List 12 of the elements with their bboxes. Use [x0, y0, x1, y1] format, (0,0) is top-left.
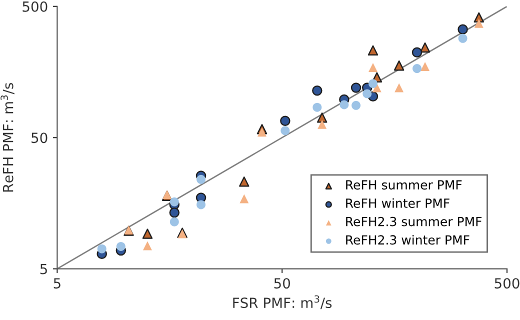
y-axis-title: ReFH PMF: m$^{3}$/s	[0, 83, 14, 192]
y-tick-label: 50	[32, 132, 48, 144]
y-tick-label: 5	[40, 264, 47, 274]
x-axis-title: FSR PMF: m$^{3}$/s	[233, 295, 332, 310]
legend-label: ReFH summer PMF	[346, 180, 462, 190]
legend-label: ReFH2.3 summer PMF	[346, 216, 482, 226]
x-tick-label: 5	[54, 278, 60, 289]
x-tick-label: 500	[494, 278, 520, 289]
y-tick-label: 500	[22, 1, 48, 12]
legend-label: ReFH winter PMF	[346, 198, 450, 208]
x-tick-label: 50	[274, 278, 290, 289]
legend-label: ReFH2.3 winter PMF	[346, 234, 470, 245]
